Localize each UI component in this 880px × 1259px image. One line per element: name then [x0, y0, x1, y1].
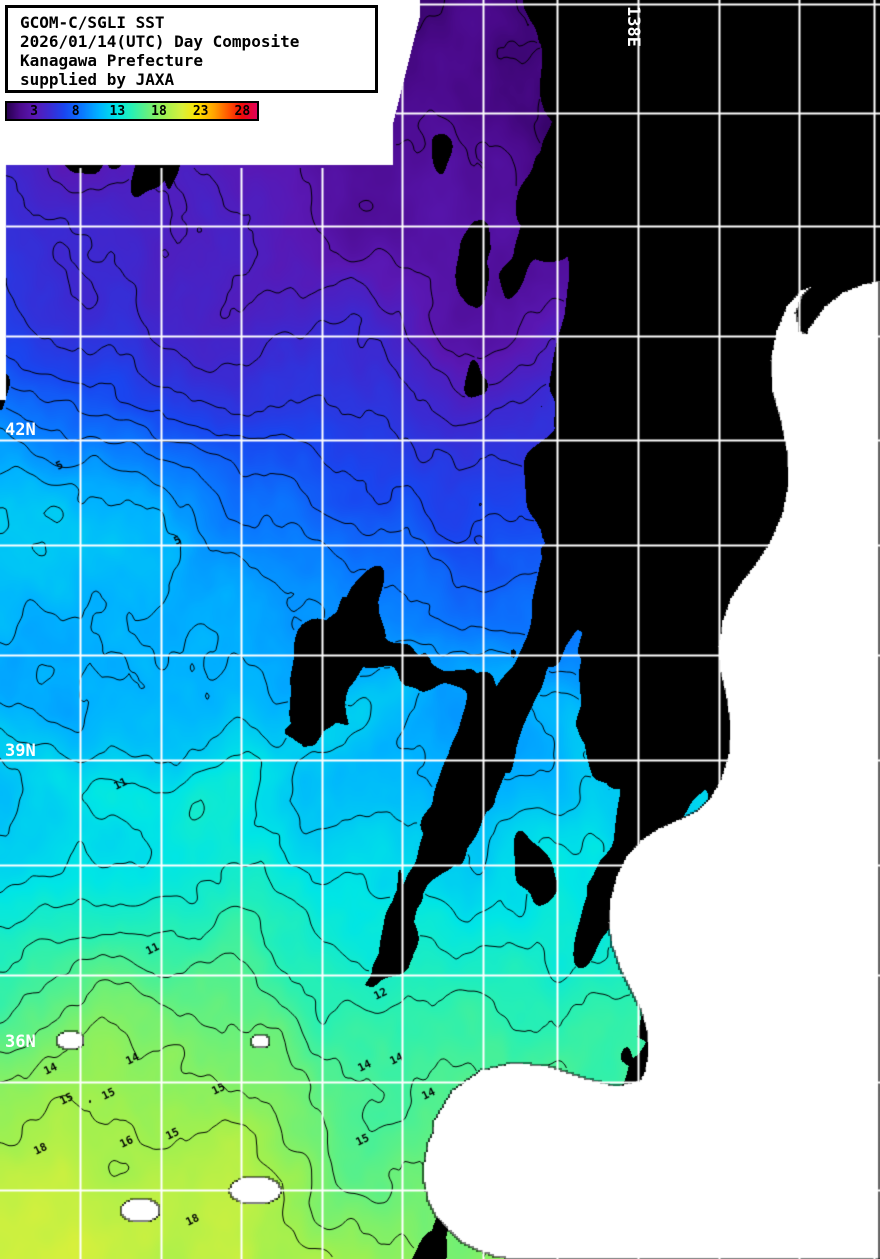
- title-line-product: GCOM-C/SGLI SST: [20, 13, 165, 32]
- colorbar-gradient: [7, 103, 257, 119]
- title-line-provider: supplied by JAXA: [20, 70, 175, 89]
- colorbar-tick-28: 28: [234, 104, 251, 119]
- colorbar-tick-18: 18: [151, 104, 167, 119]
- title-line-region: Kanagawa Prefecture: [20, 51, 204, 70]
- colorbar-tick-23: 23: [192, 104, 209, 119]
- sst-colorbar: 3 8 13 18 23 28: [5, 101, 259, 121]
- colorbar-tick-3: 3: [30, 104, 38, 119]
- title-line-datetime: 2026/01/14(UTC) Day Composite: [20, 32, 300, 51]
- colorbar-tick-8: 8: [71, 104, 80, 119]
- title-legend-box: GCOM-C/SGLI SST 2026/01/14(UTC) Day Comp…: [5, 5, 378, 93]
- colorbar-tick-13: 13: [109, 104, 126, 119]
